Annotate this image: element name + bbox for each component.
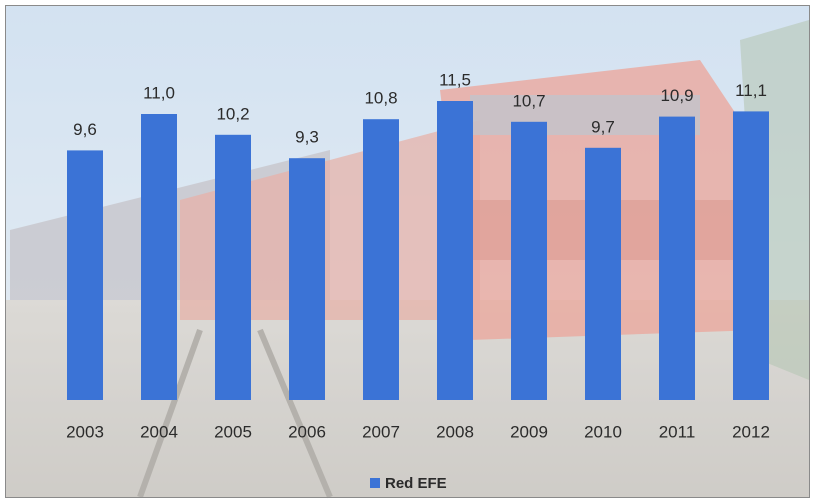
value-label: 9,6 — [73, 120, 97, 139]
value-label: 10,7 — [512, 91, 545, 110]
legend-label: Red EFE — [385, 475, 447, 492]
x-tick-label: 2010 — [584, 422, 622, 441]
value-label: 9,3 — [295, 128, 319, 147]
x-tick-label: 2008 — [436, 422, 474, 441]
x-tick-label: 2007 — [362, 422, 400, 441]
bar — [659, 116, 695, 400]
value-label: 10,2 — [216, 104, 249, 123]
value-label: 10,9 — [660, 86, 693, 105]
bar — [215, 134, 251, 401]
bar — [733, 111, 769, 401]
bar — [437, 101, 473, 400]
x-tick-label: 2012 — [732, 422, 770, 441]
x-tick-label: 2004 — [140, 422, 178, 441]
value-label: 11,0 — [143, 83, 175, 102]
x-tick-label: 2011 — [659, 422, 696, 441]
bar — [141, 114, 177, 400]
bar — [511, 121, 547, 401]
x-tick-label: 2005 — [214, 422, 252, 441]
x-tick-label: 2003 — [66, 422, 104, 441]
bar — [363, 119, 399, 400]
bar — [585, 147, 621, 400]
bar — [289, 158, 325, 400]
value-label: 11,1 — [735, 81, 767, 100]
chart-border — [5, 5, 810, 498]
x-tick-label: 2006 — [288, 422, 326, 441]
value-label: 11,5 — [439, 70, 471, 89]
value-label: 10,8 — [364, 89, 397, 108]
bar — [67, 150, 103, 400]
x-tick-label: 2009 — [510, 422, 548, 441]
legend-swatch — [370, 478, 380, 488]
value-label: 9,7 — [591, 117, 615, 136]
